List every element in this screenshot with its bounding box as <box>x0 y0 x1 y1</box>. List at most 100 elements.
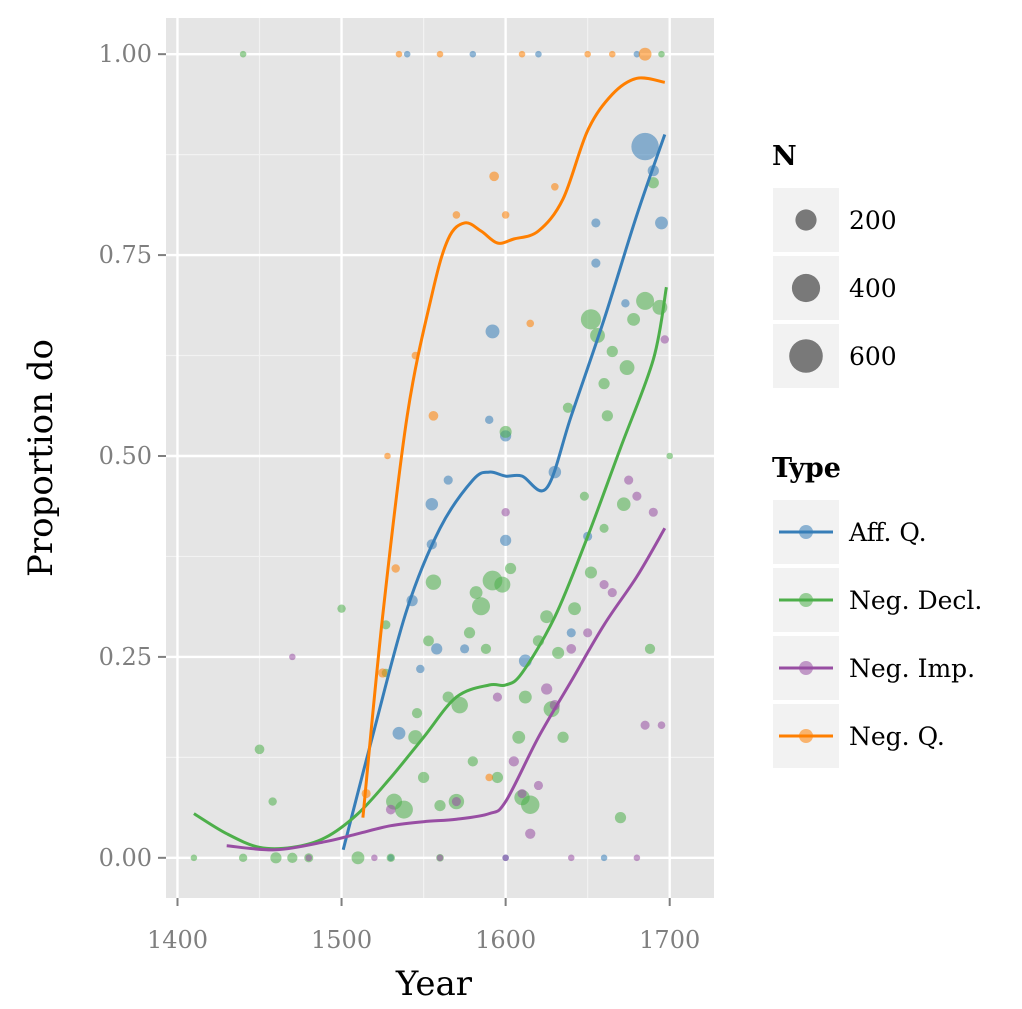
point-neg-decl <box>469 586 483 600</box>
point-aff-q <box>485 415 494 425</box>
point-neg-imp <box>492 692 502 702</box>
y-tick-label: 0.75 <box>99 241 152 269</box>
point-neg-decl <box>239 50 247 58</box>
point-neg-q <box>489 171 500 182</box>
trend-curves <box>193 76 668 852</box>
point-neg-decl <box>616 497 631 511</box>
point-neg-decl <box>557 731 569 743</box>
point-neg-decl <box>337 604 346 613</box>
point-neg-decl <box>580 309 602 330</box>
point-neg-q <box>428 410 439 421</box>
point-neg-decl <box>552 646 565 659</box>
point-neg-imp <box>508 756 519 767</box>
point-neg-imp <box>567 854 575 862</box>
point-neg-imp <box>451 797 461 807</box>
point-neg-decl <box>491 771 504 784</box>
point-aff-q <box>392 726 406 740</box>
point-neg-imp <box>632 491 642 501</box>
point-neg-decl <box>463 627 476 639</box>
color-legend-title: Type <box>772 453 841 484</box>
point-neg-imp <box>501 508 510 517</box>
point-neg-imp <box>541 683 553 695</box>
point-neg-decl <box>434 799 446 812</box>
point-neg-decl <box>562 402 574 413</box>
size-legend-symbol <box>789 339 823 373</box>
point-neg-decl <box>417 771 430 784</box>
point-neg-decl <box>521 795 540 815</box>
point-aff-q <box>591 258 601 268</box>
point-aff-q <box>621 299 630 308</box>
point-aff-q <box>416 664 425 674</box>
point-neg-decl <box>425 574 442 590</box>
point-neg-q <box>518 50 526 58</box>
color-legend-point <box>799 729 813 743</box>
x-axis: 1400 1500 1600 1700 <box>147 898 700 954</box>
point-neg-decl <box>287 852 298 863</box>
point-neg-q <box>391 564 400 573</box>
point-neg-decl <box>614 812 627 824</box>
point-aff-q <box>535 50 542 58</box>
point-neg-q <box>395 50 403 58</box>
y-tick-label: 1.00 <box>99 40 152 68</box>
point-neg-decl <box>351 851 365 865</box>
point-neg-decl <box>190 854 198 862</box>
x-tick-label: 1500 <box>311 926 372 954</box>
point-neg-q <box>452 211 461 219</box>
point-neg-decl <box>540 610 554 624</box>
point-neg-decl <box>423 635 434 647</box>
point-aff-q <box>460 644 470 654</box>
y-tick-label: 0.00 <box>99 844 152 872</box>
y-axis: 0.00 0.25 0.50 0.75 1.00 <box>99 40 166 872</box>
point-aff-q <box>655 216 668 230</box>
color-legend-label: Neg. Q. <box>849 722 945 751</box>
point-neg-imp <box>633 854 641 862</box>
size-legend-symbol <box>791 273 821 303</box>
size-legend: N 200 400 600 <box>772 141 897 388</box>
point-neg-q <box>436 50 444 58</box>
point-neg-decl <box>627 312 641 326</box>
point-neg-decl <box>394 800 413 819</box>
point-neg-imp <box>624 475 634 485</box>
point-neg-decl <box>619 360 635 376</box>
point-neg-imp <box>657 721 666 730</box>
plot-panel <box>166 18 714 898</box>
point-neg-q <box>608 50 616 58</box>
point-aff-q <box>500 534 512 546</box>
point-aff-q <box>443 475 453 485</box>
size-legend-label: 200 <box>849 206 897 235</box>
point-neg-q <box>584 50 591 58</box>
point-neg-decl <box>644 643 656 654</box>
curve-aff-q <box>341 134 667 851</box>
x-tick-label: 1700 <box>639 926 700 954</box>
curve-neg-imp <box>226 527 667 852</box>
point-neg-decl <box>658 50 665 58</box>
point-neg-decl <box>480 643 492 654</box>
point-neg-imp <box>371 854 378 862</box>
point-neg-q <box>526 319 535 328</box>
point-neg-imp <box>525 828 536 839</box>
point-aff-q <box>600 854 608 862</box>
point-aff-q <box>633 50 641 58</box>
point-neg-decl <box>268 797 277 806</box>
point-neg-decl <box>270 852 282 864</box>
color-legend-point <box>799 661 813 675</box>
point-neg-imp <box>385 804 396 815</box>
point-aff-q <box>631 132 659 161</box>
point-neg-decl <box>504 562 517 575</box>
point-neg-q <box>485 773 494 782</box>
y-tick-label: 0.25 <box>99 643 152 671</box>
color-legend-point <box>799 593 813 607</box>
point-neg-decl <box>411 708 423 719</box>
point-neg-decl <box>606 345 618 358</box>
point-neg-decl <box>518 690 532 704</box>
point-neg-q <box>384 452 391 460</box>
color-legend: Type Aff. Q. Neg. Decl. Neg. Imp. Neg. Q. <box>772 453 982 768</box>
point-neg-decl <box>499 425 512 438</box>
x-tick-label: 1600 <box>475 926 536 954</box>
size-legend-symbol <box>795 209 817 231</box>
point-neg-decl <box>647 177 659 189</box>
point-aff-q <box>403 50 411 58</box>
point-neg-q <box>378 668 388 678</box>
point-neg-decl <box>636 291 655 310</box>
point-neg-imp <box>566 644 577 654</box>
